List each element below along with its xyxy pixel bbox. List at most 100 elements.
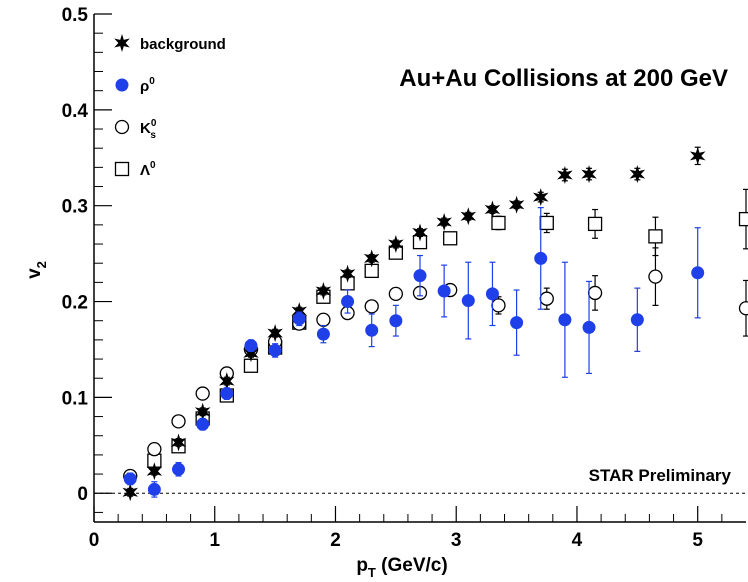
data-point	[341, 295, 355, 309]
x-tick-label: 5	[692, 530, 703, 551]
data-point	[443, 231, 458, 246]
data-point	[194, 402, 211, 421]
data-point	[364, 299, 379, 314]
data-point	[388, 286, 404, 302]
y-tick-label: 0.1	[62, 388, 89, 409]
x-tick-label: 4	[572, 530, 583, 551]
data-point	[738, 211, 748, 227]
data-point	[244, 339, 258, 353]
data-point	[171, 414, 186, 429]
data-point	[491, 298, 506, 313]
data-point	[412, 223, 428, 242]
x-tick-label: 2	[330, 530, 341, 551]
data-point	[587, 216, 603, 232]
legend-marker	[114, 34, 130, 52]
data-point	[460, 207, 477, 226]
data-point	[365, 323, 379, 337]
x-tick-label: 1	[209, 530, 220, 551]
y-axis-title-sub: 2	[34, 261, 49, 268]
data-point	[510, 316, 524, 330]
star-preliminary-label: STAR Preliminary	[589, 466, 732, 485]
legend-label: background	[140, 36, 226, 53]
data-point	[539, 215, 554, 231]
data-point	[268, 343, 282, 357]
data-series	[122, 146, 748, 502]
legend-marker	[114, 161, 130, 177]
y-tick-label: 0	[77, 484, 88, 505]
data-point	[339, 264, 356, 283]
data-point	[388, 235, 404, 254]
data-point	[437, 284, 451, 298]
data-point	[315, 282, 332, 300]
legend-label-sup: 0	[149, 76, 155, 87]
x-axis-title-rest: (GeV/c)	[376, 555, 448, 576]
data-point	[691, 266, 705, 280]
data-point	[316, 327, 330, 341]
data-point	[532, 188, 549, 207]
data-point	[436, 212, 452, 231]
series-star	[122, 146, 706, 502]
y-axis-title: v2	[24, 261, 49, 279]
axis-ticks: 0 0.1 0.2 0.3 0.4 0.5 0 1 2 3 4 5	[62, 5, 723, 551]
legend-label-sub: s	[150, 130, 156, 141]
data-point	[147, 442, 162, 457]
data-point	[220, 387, 234, 401]
data-point	[581, 165, 597, 184]
data-point	[123, 472, 137, 486]
data-point	[292, 312, 306, 326]
data-point	[557, 166, 573, 185]
data-point	[587, 285, 603, 301]
data-point	[196, 417, 210, 431]
legend-label: K0 s	[140, 118, 157, 141]
y-tick-label: 0.2	[62, 293, 88, 314]
data-point	[219, 372, 235, 391]
data-point	[146, 462, 163, 481]
legend-label: Λ0	[140, 160, 156, 179]
series-open-square	[147, 188, 748, 468]
legend-label-main: ρ	[140, 78, 149, 95]
data-point	[172, 462, 186, 476]
data-point	[291, 302, 308, 321]
legend-label-main: background	[140, 36, 226, 53]
data-point	[147, 482, 161, 496]
data-point	[267, 324, 283, 343]
legend-label-sup: 0	[151, 118, 157, 129]
legend-marker	[114, 119, 130, 135]
x-tick-label: 3	[451, 530, 462, 551]
data-point	[243, 344, 259, 363]
y-tick-label: 0.5	[62, 5, 89, 26]
data-point	[539, 291, 554, 306]
y-tick-label: 0.4	[62, 101, 89, 122]
data-point	[738, 301, 748, 316]
data-point	[629, 165, 646, 184]
data-point	[630, 313, 644, 327]
legend-label: ρ0	[140, 76, 155, 95]
data-point	[689, 146, 706, 165]
data-point	[389, 314, 403, 328]
data-point	[413, 269, 427, 283]
data-point	[461, 294, 475, 308]
series-open-circle	[123, 247, 748, 484]
data-point	[316, 312, 331, 327]
data-point	[122, 483, 139, 502]
x-axis-title-main: p	[356, 555, 368, 576]
legend-label-sup: 0	[150, 160, 156, 171]
data-point	[648, 229, 663, 244]
chart-title: Au+Au Collisions at 200 GeV	[399, 65, 728, 92]
x-axis-title: pT (GeV/c)	[356, 555, 447, 580]
legend-label-main: Λ	[140, 162, 150, 179]
data-point	[582, 320, 596, 334]
x-axis-title-sub: T	[368, 565, 376, 580]
data-point	[648, 269, 663, 284]
x-tick-label: 0	[89, 530, 100, 551]
data-point	[484, 200, 501, 219]
y-axis-title-main: v	[24, 268, 45, 279]
data-point	[195, 386, 210, 401]
plot-frame	[93, 14, 746, 523]
data-point	[170, 433, 187, 452]
series-filled-circle	[123, 207, 705, 498]
data-point	[485, 287, 499, 301]
data-point	[508, 195, 525, 214]
